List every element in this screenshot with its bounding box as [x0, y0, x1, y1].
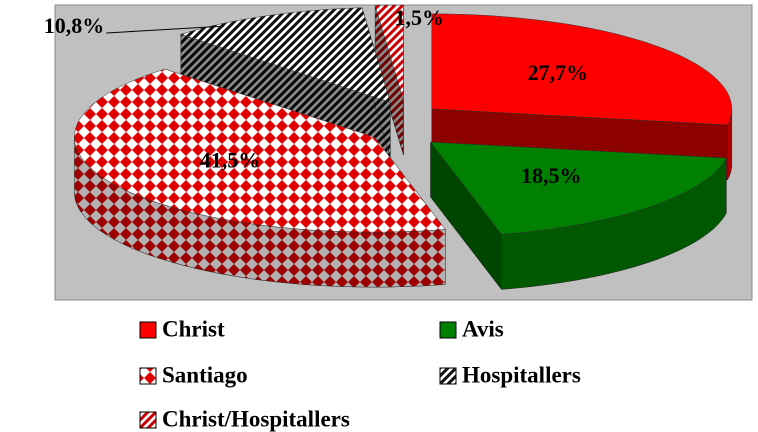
legend-swatch: [439, 367, 457, 385]
data-label: 10,8%: [44, 13, 105, 38]
slice-shade: [74, 137, 446, 288]
data-label: 27,7%: [528, 60, 589, 85]
slice: [431, 13, 733, 126]
slice-shade: [501, 158, 727, 290]
legend-label: Avis: [462, 316, 504, 341]
legend-swatch: [439, 321, 457, 339]
slice: [430, 141, 727, 235]
legend-swatch: [139, 321, 157, 339]
slice: [179, 7, 391, 103]
data-label: 1,5%: [394, 5, 444, 30]
legend-label: Hospitallers: [462, 362, 581, 387]
legend-label: Christ/Hospitallers: [162, 406, 350, 431]
slice-shade: [727, 108, 732, 180]
legend-swatch: [139, 367, 157, 385]
data-label: 41,5%: [200, 147, 261, 172]
legend-label: Santiago: [162, 362, 248, 387]
slice: [374, 4, 404, 101]
legend-label: Christ: [162, 316, 225, 341]
leader-line: [106, 25, 225, 34]
data-label: 18,5%: [521, 163, 582, 188]
slice-shade: [430, 142, 502, 290]
slice-shade: [375, 5, 404, 156]
legend-swatch: [139, 411, 157, 429]
slice: [74, 68, 446, 233]
